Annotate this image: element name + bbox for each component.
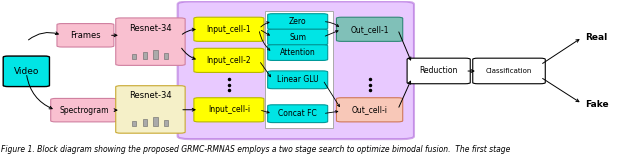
FancyBboxPatch shape [116, 86, 185, 133]
Text: Reduction: Reduction [419, 67, 458, 75]
Text: Resnet-34: Resnet-34 [129, 91, 172, 100]
Bar [143, 51, 147, 59]
Text: Video: Video [13, 67, 39, 76]
FancyBboxPatch shape [57, 24, 114, 47]
Text: Classification: Classification [486, 68, 532, 74]
Bar [164, 53, 168, 59]
FancyBboxPatch shape [194, 17, 264, 41]
FancyBboxPatch shape [268, 71, 328, 89]
Text: Zero: Zero [289, 17, 307, 26]
Text: Spectrogram: Spectrogram [59, 106, 109, 115]
Text: Linear GLU: Linear GLU [277, 75, 319, 84]
FancyBboxPatch shape [407, 58, 470, 84]
Text: Attention: Attention [280, 48, 316, 57]
FancyBboxPatch shape [268, 14, 328, 29]
Text: Input_cell-1: Input_cell-1 [207, 25, 252, 34]
Text: Sum: Sum [289, 32, 306, 42]
FancyBboxPatch shape [51, 98, 117, 122]
FancyBboxPatch shape [337, 98, 403, 122]
Bar [164, 120, 168, 126]
Text: Frames: Frames [70, 31, 100, 40]
FancyBboxPatch shape [194, 48, 264, 72]
FancyBboxPatch shape [3, 56, 49, 87]
Text: Figure 1. Block diagram showing the proposed GRMC-RMNAS employs a two stage sear: Figure 1. Block diagram showing the prop… [1, 145, 510, 154]
FancyBboxPatch shape [264, 11, 333, 128]
FancyBboxPatch shape [337, 17, 403, 41]
Text: Out_cell-1: Out_cell-1 [350, 25, 389, 34]
Text: Real: Real [586, 33, 607, 42]
Bar [132, 54, 136, 59]
Bar [143, 119, 147, 126]
Text: Resnet-34: Resnet-34 [129, 24, 172, 33]
FancyBboxPatch shape [194, 98, 264, 122]
Text: Fake: Fake [586, 100, 609, 109]
FancyBboxPatch shape [268, 105, 328, 123]
FancyBboxPatch shape [268, 29, 328, 45]
Text: Out_cell-i: Out_cell-i [351, 105, 388, 114]
FancyBboxPatch shape [268, 45, 328, 60]
FancyBboxPatch shape [473, 58, 545, 84]
Bar [153, 50, 157, 59]
Bar [153, 117, 157, 126]
Text: Input_cell-2: Input_cell-2 [207, 56, 252, 65]
FancyBboxPatch shape [178, 1, 414, 139]
Text: Input_cell-i: Input_cell-i [208, 105, 250, 114]
FancyBboxPatch shape [116, 18, 185, 65]
Bar [132, 121, 136, 126]
Text: Concat FC: Concat FC [278, 109, 317, 118]
